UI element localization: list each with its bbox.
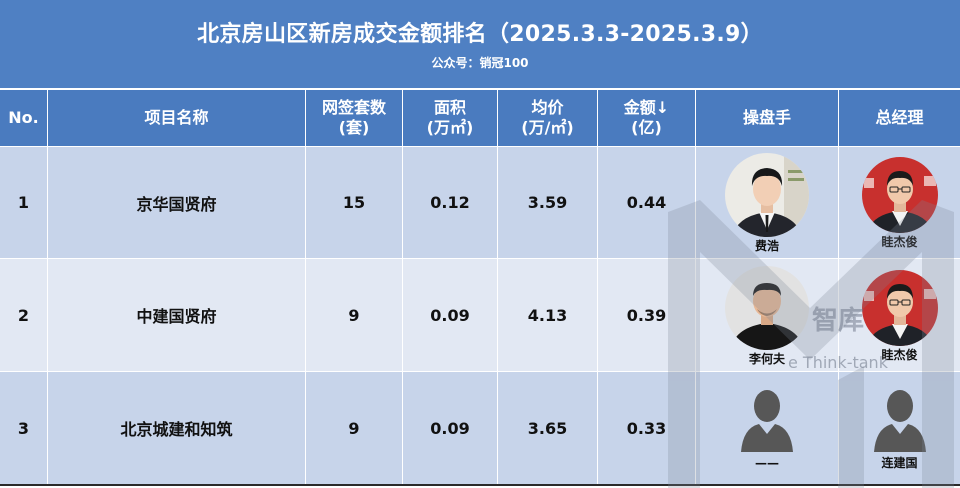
page-title: 北京房山区新房成交金额排名（2025.3.3-2025.3.9） bbox=[197, 22, 763, 47]
avg-price-cell: 4.13 bbox=[498, 259, 597, 371]
operator-avatar bbox=[725, 153, 809, 237]
column-header-label: 操盘手 bbox=[742, 108, 791, 127]
column-header-label: 项目名称 bbox=[144, 108, 209, 127]
operator-cell: —— bbox=[696, 372, 838, 484]
project-name-cell: 京华国贤府 bbox=[48, 147, 305, 258]
table-row: 1 京华国贤府 15 0.12 3.59 0.44 bbox=[0, 147, 960, 258]
manager-name: 眭杰俊 bbox=[881, 347, 918, 362]
rank-cell: 1 bbox=[0, 147, 47, 258]
person-placeholder-icon bbox=[741, 390, 793, 452]
column-header-label: 金额↓ bbox=[623, 98, 670, 117]
manager-avatar bbox=[861, 157, 938, 233]
column-header-manager: 总经理 bbox=[839, 90, 960, 146]
table-row: 2 中建国贤府 9 0.09 4.13 0.39 李何夫 bbox=[0, 259, 960, 371]
column-header-avg-price: 均价 (万/㎡) bbox=[498, 90, 597, 146]
manager-avatar bbox=[861, 269, 938, 346]
person-placeholder-icon bbox=[873, 390, 926, 452]
rank-cell: 3 bbox=[0, 372, 47, 484]
title-bar: 北京房山区新房成交金额排名（2025.3.3-2025.3.9） 公众号：销冠1… bbox=[0, 0, 960, 88]
table-row: 3 北京城建和知筑 9 0.09 3.65 0.33 —— 连建国 bbox=[0, 372, 960, 484]
manager-cell: 连建国 bbox=[839, 372, 960, 484]
column-header-area: 面积 (万㎡) bbox=[403, 90, 497, 146]
area-cell: 0.09 bbox=[403, 372, 497, 484]
column-header-label: 均价 bbox=[531, 98, 564, 117]
operator-name: —— bbox=[755, 456, 779, 470]
table-header: No. 项目名称 网签套数 (套) 面积 (万㎡) 均价 (万/㎡) 金额↓ (… bbox=[0, 90, 960, 146]
avg-price-cell: 3.65 bbox=[498, 372, 597, 484]
column-header-unit: (万/㎡) bbox=[521, 118, 574, 137]
units-cell: 9 bbox=[306, 259, 402, 371]
amount-cell: 0.44 bbox=[598, 147, 695, 258]
amount-cell: 0.39 bbox=[598, 259, 695, 371]
operator-name: 李何夫 bbox=[748, 351, 785, 366]
manager-cell: 眭杰俊 bbox=[839, 147, 960, 258]
operator-cell: 李何夫 bbox=[696, 259, 838, 371]
operator-name: 费浩 bbox=[754, 239, 779, 253]
amount-cell: 0.33 bbox=[598, 372, 695, 484]
manager-cell: 眭杰俊 bbox=[839, 259, 960, 371]
column-header-unit: (套) bbox=[338, 118, 370, 137]
units-cell: 15 bbox=[306, 147, 402, 258]
column-header-amount[interactable]: 金额↓ (亿) bbox=[598, 90, 695, 146]
project-name-cell: 北京城建和知筑 bbox=[48, 372, 305, 484]
table-bottom-border bbox=[0, 484, 960, 486]
column-header-operator: 操盘手 bbox=[696, 90, 838, 146]
column-header-label: 总经理 bbox=[875, 108, 924, 127]
column-header-project: 项目名称 bbox=[48, 90, 305, 146]
area-cell: 0.12 bbox=[403, 147, 497, 258]
page-subtitle: 公众号：销冠100 bbox=[431, 56, 529, 70]
manager-name: 眭杰俊 bbox=[881, 235, 918, 249]
column-header-unit: (亿) bbox=[631, 118, 662, 137]
column-header-label: 面积 bbox=[433, 98, 466, 117]
column-header-unit: (万㎡) bbox=[426, 118, 474, 137]
column-header-no: No. bbox=[0, 90, 47, 146]
avg-price-cell: 3.59 bbox=[498, 147, 597, 258]
column-header-label: No. bbox=[8, 108, 39, 127]
rank-cell: 2 bbox=[0, 259, 47, 371]
project-name-cell: 中建国贤府 bbox=[48, 259, 305, 371]
operator-cell: 费浩 bbox=[696, 147, 838, 258]
column-header-units: 网签套数 (套) bbox=[306, 90, 402, 146]
units-cell: 9 bbox=[306, 372, 402, 484]
column-header-label: 网签套数 bbox=[321, 98, 386, 117]
area-cell: 0.09 bbox=[403, 259, 497, 371]
operator-avatar bbox=[725, 265, 809, 350]
manager-name: 连建国 bbox=[881, 456, 918, 470]
